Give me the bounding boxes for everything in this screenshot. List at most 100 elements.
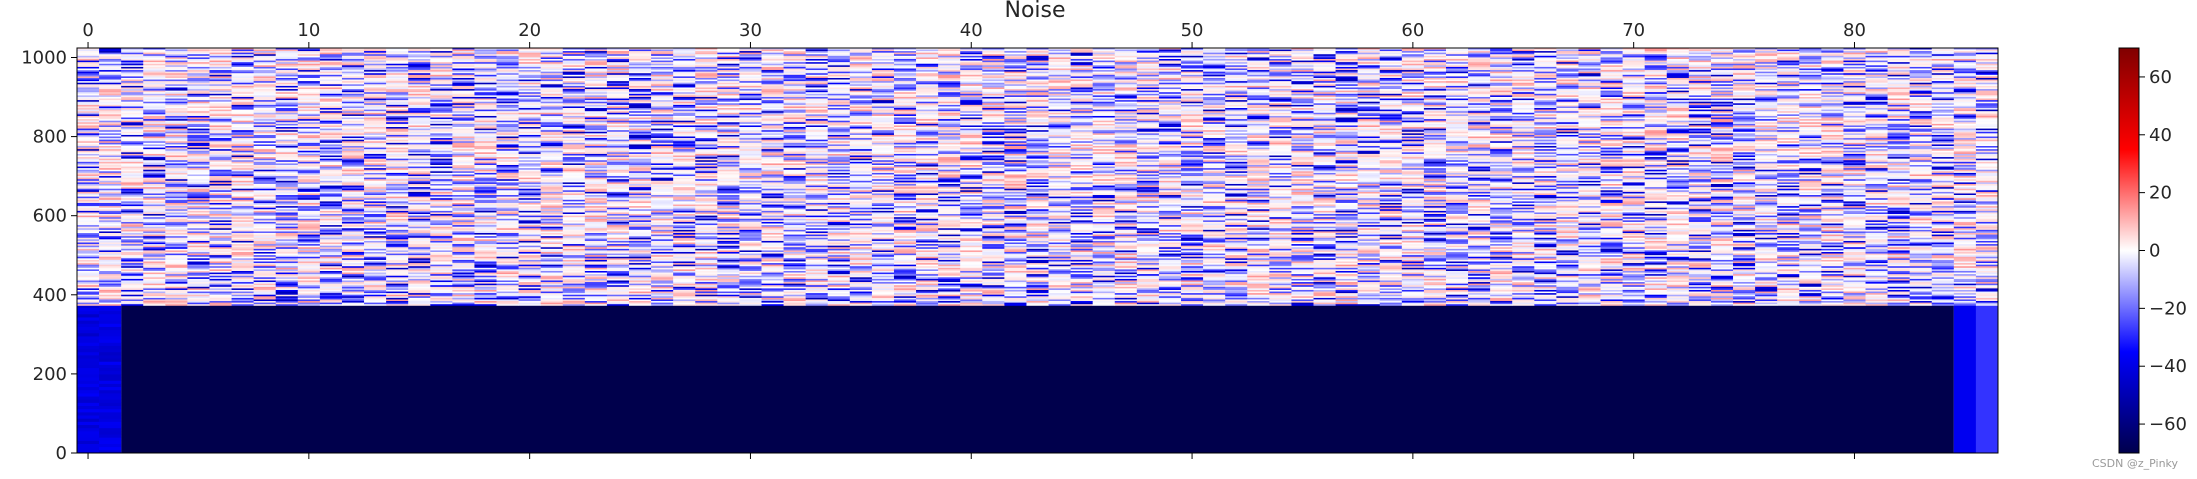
heatmap-cell (187, 303, 210, 306)
heatmap-cell (77, 418, 100, 422)
heatmap-cell (99, 332, 122, 337)
heatmap-cell (430, 251, 453, 254)
heatmap-cell (540, 178, 564, 181)
heatmap-cell (695, 110, 718, 113)
heatmap-cell (77, 240, 100, 243)
heatmap-cell (452, 79, 475, 82)
heatmap-cell (562, 229, 586, 232)
heatmap-cell (629, 297, 652, 300)
heatmap-cell (540, 53, 564, 56)
heatmap-cell (386, 114, 409, 116)
heatmap-cell (474, 55, 497, 58)
heatmap-cell (143, 145, 166, 148)
heatmap-cell (319, 79, 343, 82)
heatmap-cell (717, 218, 740, 221)
heatmap-cell (717, 68, 740, 71)
heatmap-cell (474, 106, 497, 109)
heatmap-cell (209, 193, 232, 196)
heatmap-cell (364, 240, 387, 243)
heatmap-cell (695, 57, 718, 59)
heatmap-cell (165, 144, 188, 146)
heatmap-cell (77, 270, 100, 273)
heatmap-cell (77, 335, 100, 340)
heatmap-cell (231, 50, 254, 53)
heatmap-cell (297, 284, 321, 287)
heatmap-cell (165, 292, 188, 295)
heatmap-cell (452, 148, 475, 151)
heatmap-cell (231, 77, 254, 80)
heatmap-cell (99, 267, 122, 270)
heatmap-cell (319, 269, 343, 271)
heatmap-cell (99, 204, 122, 207)
heatmap-cell (386, 272, 409, 275)
heatmap-cell (408, 283, 431, 286)
heatmap-cell (253, 243, 277, 246)
heatmap-cell (606, 196, 630, 199)
heatmap-cell (629, 235, 652, 238)
heatmap-cell (695, 164, 718, 167)
heatmap-cell (386, 261, 409, 264)
heatmap-cell (562, 261, 586, 264)
heatmap-cell (452, 77, 475, 80)
heatmap-cell (584, 250, 608, 252)
heatmap-cell (121, 112, 144, 115)
heatmap-cell (518, 133, 541, 135)
heatmap-cell (629, 57, 652, 59)
heatmap-cell (673, 185, 696, 188)
heatmap-cell (651, 101, 674, 104)
heatmap-cell (275, 199, 299, 202)
heatmap-cell (341, 60, 365, 63)
heatmap-cell (99, 310, 122, 315)
heatmap-cell (629, 189, 652, 192)
heatmap-cell (77, 155, 100, 158)
heatmap-cell (430, 118, 453, 121)
heatmap-cell (143, 283, 166, 286)
heatmap-cell (452, 152, 475, 154)
heatmap-cell (99, 273, 122, 276)
heatmap-cell (386, 98, 409, 101)
heatmap-cell (297, 156, 321, 159)
heatmap-cell (99, 137, 122, 140)
heatmap-cell (452, 53, 475, 56)
heatmap-cell (319, 148, 343, 151)
heatmap-cell (187, 50, 210, 53)
heatmap-cell (496, 161, 519, 164)
heatmap-cell (629, 276, 652, 279)
heatmap-cell (319, 275, 343, 278)
heatmap-cell (673, 215, 696, 218)
heatmap-cell (496, 202, 519, 205)
heatmap-cell (695, 104, 718, 107)
heatmap-cell (253, 235, 277, 238)
heatmap-cell (408, 227, 431, 230)
heatmap-cell (275, 136, 299, 139)
heatmap-cell (77, 163, 100, 165)
heatmap-cell (496, 166, 519, 169)
heatmap-cell (474, 57, 497, 59)
heatmap-cell (673, 204, 696, 207)
heatmap-cell (275, 237, 299, 240)
heatmap-cell (231, 235, 254, 238)
heatmap-cell (297, 210, 321, 213)
heatmap-cell (99, 183, 122, 186)
heatmap-cell (187, 117, 210, 120)
heatmap-cell (695, 262, 718, 265)
heatmap-cell (386, 65, 409, 67)
heatmap-cell (231, 278, 254, 281)
heatmap-cell (275, 96, 299, 99)
heatmap-cell (275, 239, 299, 241)
heatmap-cell (518, 243, 541, 246)
heatmap-cell (540, 205, 564, 208)
heatmap-cell (253, 232, 277, 235)
heatmap-cell (673, 299, 696, 302)
heatmap-cell (297, 223, 321, 226)
heatmap-cell (297, 166, 321, 169)
heatmap-cell (408, 74, 431, 77)
heatmap-cell (584, 74, 608, 77)
heatmap-cell (606, 205, 630, 208)
heatmap-cell (629, 281, 652, 284)
heatmap-cell (165, 133, 188, 135)
heatmap-cell (562, 159, 586, 162)
heatmap-cell (143, 79, 166, 82)
heatmap-cell (77, 191, 100, 194)
heatmap-cell (584, 120, 608, 123)
